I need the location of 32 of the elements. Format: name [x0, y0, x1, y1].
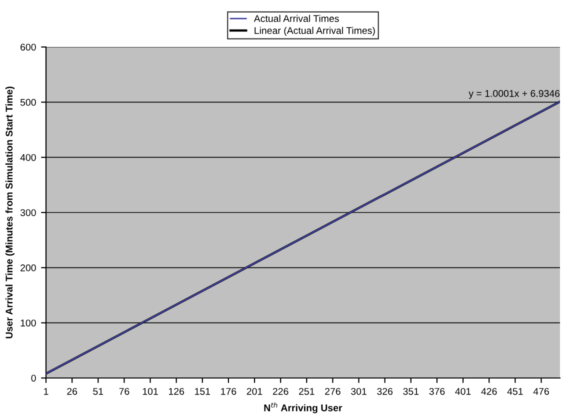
y-tick-label: 300 — [20, 209, 36, 216]
x-tick-label: 176 — [221, 388, 236, 395]
legend-label: Linear (Actual Arrival Times) — [254, 26, 375, 36]
x-axis-title: N$^{th}$ Arriving User — [264, 402, 342, 414]
x-tick-label: 1 — [44, 388, 48, 395]
x-tick-label: 226 — [272, 388, 288, 395]
y-tick-label: 0 — [31, 374, 36, 382]
y-tick-label: 500 — [20, 98, 36, 106]
x-tick-label: 251 — [299, 388, 314, 395]
x-tick-label: 376 — [429, 388, 445, 395]
y-tick-label: 100 — [20, 320, 36, 326]
y-tick-label: 200 — [20, 264, 36, 272]
x-tick-label: 451 — [507, 388, 523, 395]
x-tick-label: 151 — [195, 388, 210, 395]
y-tick-label: 600 — [20, 44, 36, 51]
annotation: y = 1.0001x + 6.9346 — [468, 90, 560, 99]
x-tick-label: 426 — [481, 388, 497, 395]
legend-label: Actual Arrival Times — [254, 14, 339, 22]
x-tick-label: 76 — [119, 388, 130, 395]
x-tick-label: 26 — [67, 388, 78, 395]
x-tick-label: 401 — [455, 388, 471, 395]
x-tick-label: 51 — [93, 388, 104, 395]
x-tick-label: 126 — [168, 388, 184, 395]
x-tick-label: 351 — [403, 388, 419, 395]
y-tick-label: 400 — [20, 154, 36, 161]
x-tick-label: 301 — [351, 388, 366, 395]
x-tick-label: 276 — [325, 388, 340, 395]
x-tick-label: 326 — [377, 388, 393, 395]
x-tick-label: 101 — [142, 388, 158, 395]
y-axis-title: User Arrival Time (Minutes from Simulation Start Time) — [5, 86, 15, 338]
x-tick-label: 476 — [533, 388, 549, 395]
x-tick-label: 201 — [246, 388, 262, 395]
